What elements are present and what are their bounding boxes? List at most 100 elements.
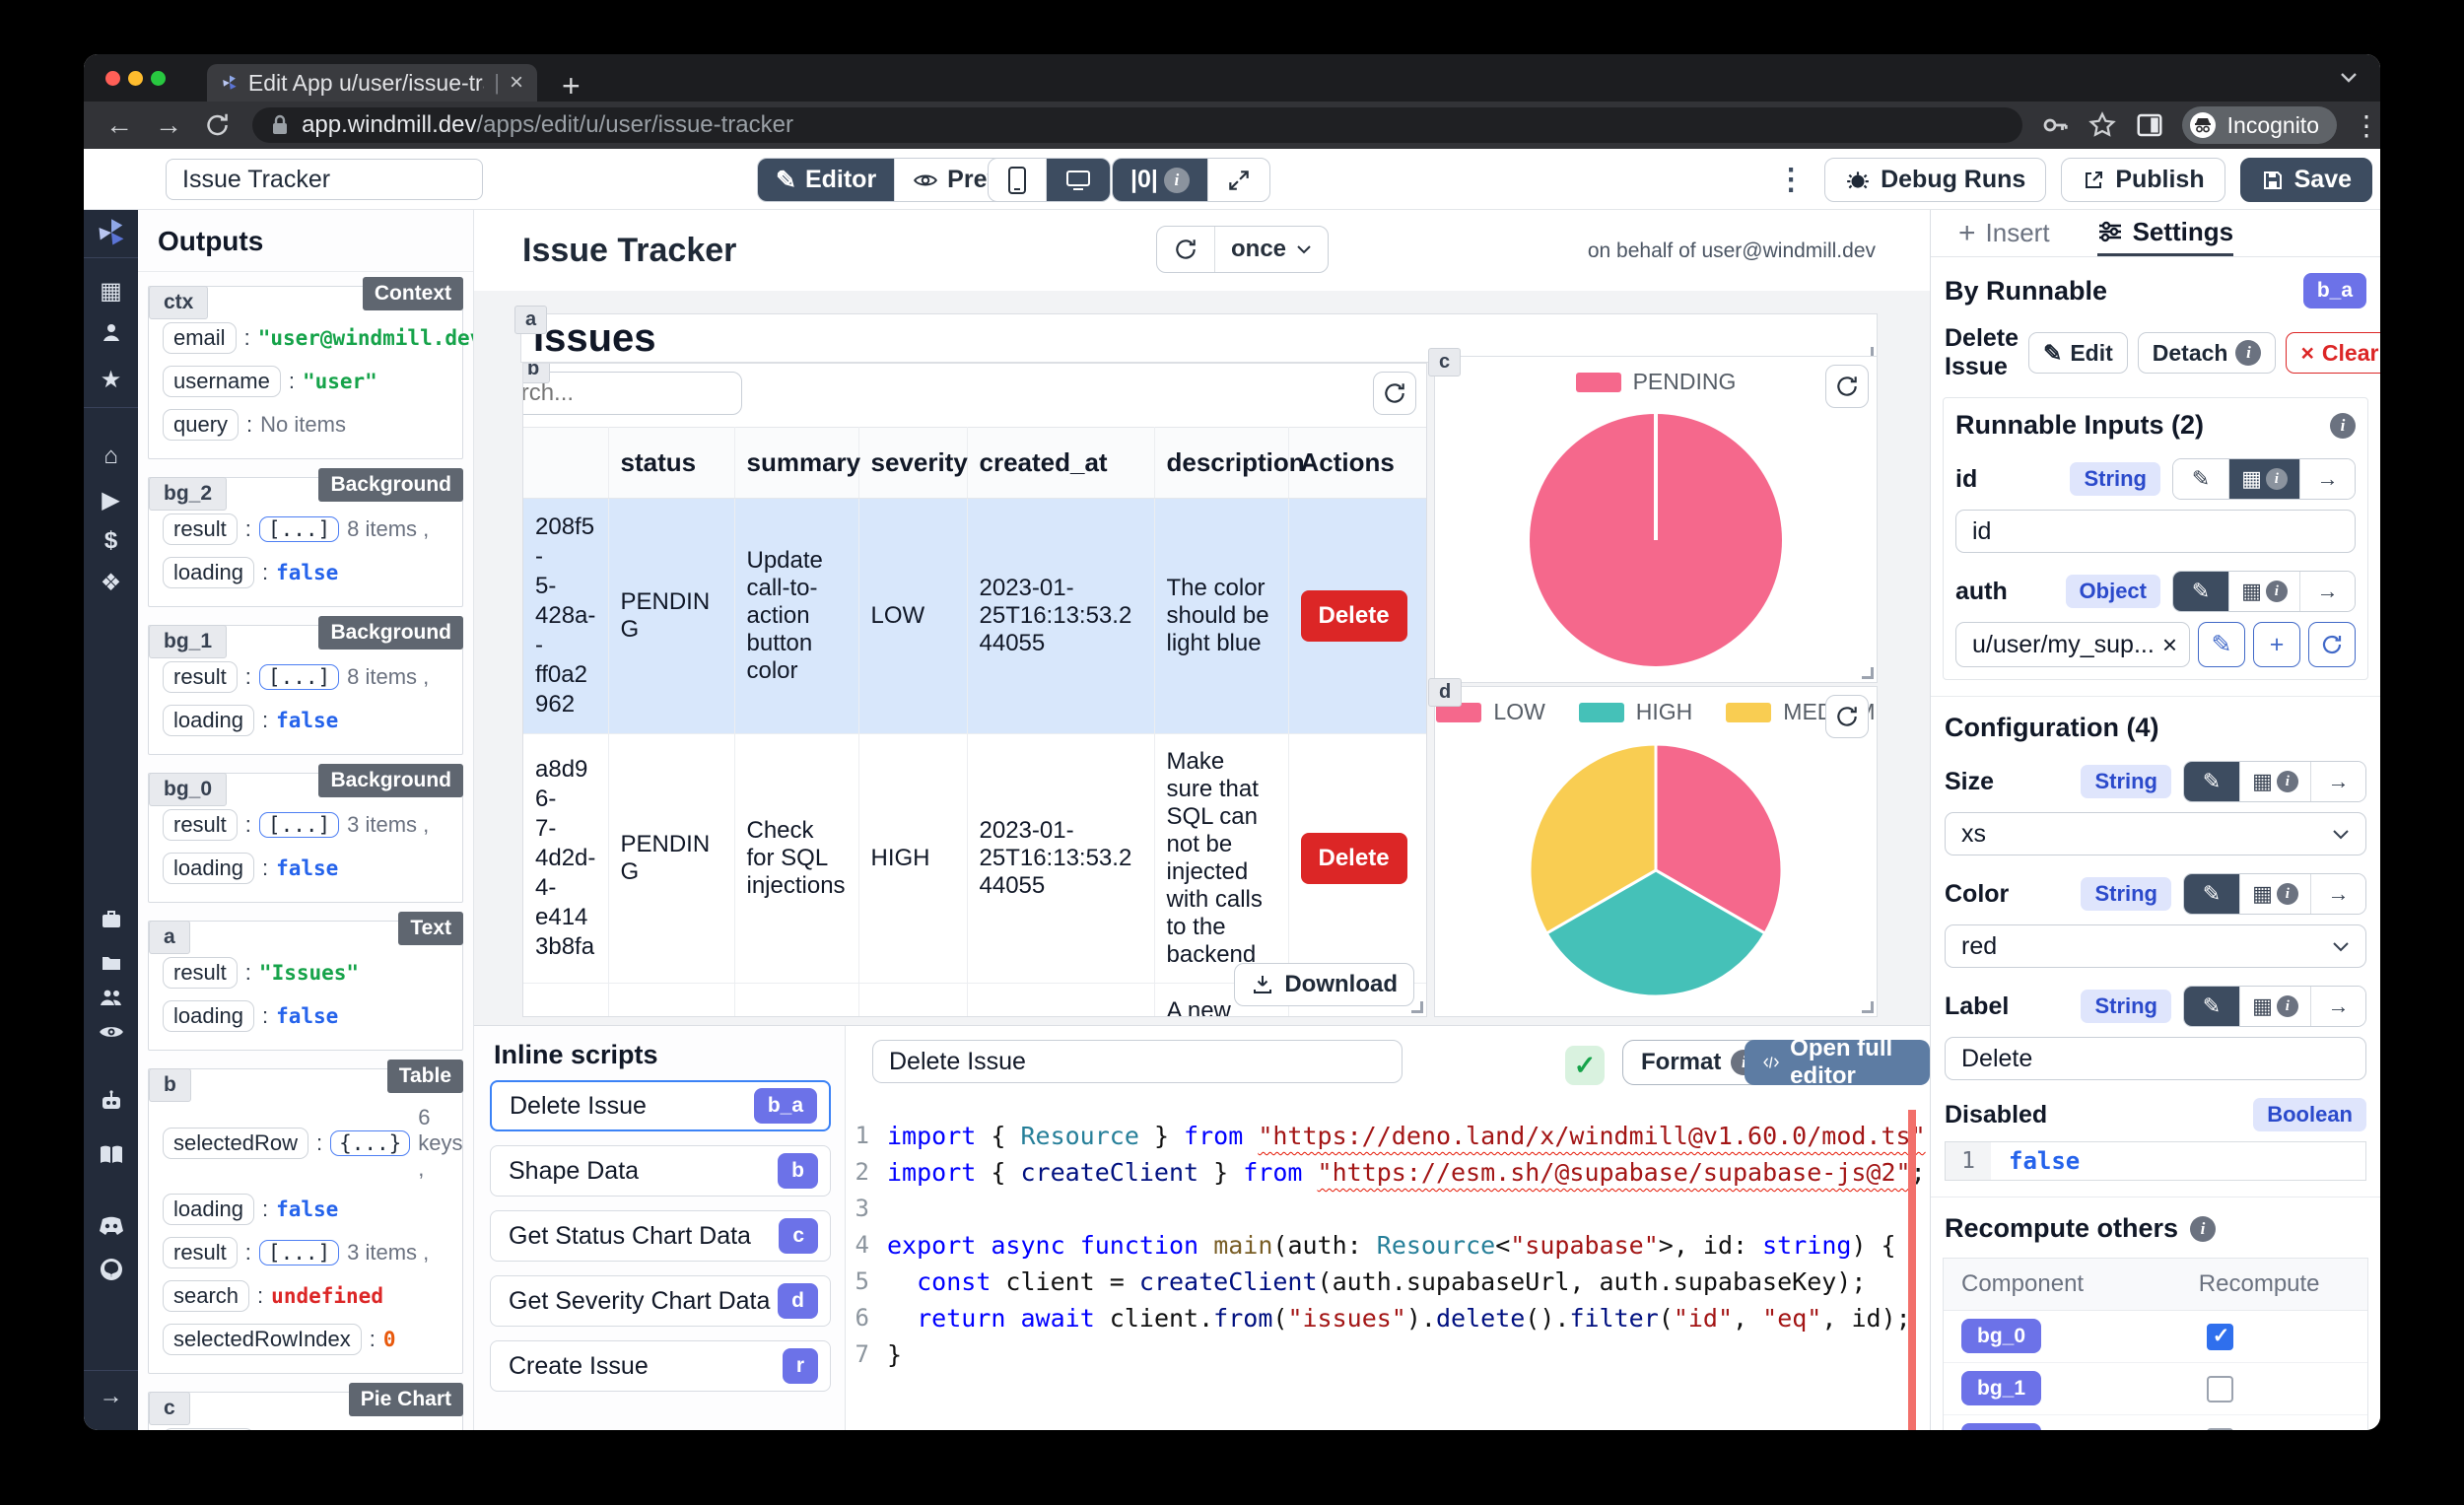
address-field[interactable]: app.windmill.dev/apps/edit/u/user/issue-… — [252, 107, 2022, 143]
inline-script-item[interactable]: Get Status Chart Data c — [490, 1210, 831, 1262]
recompute-checkbox[interactable] — [2206, 1375, 2233, 1402]
output-row[interactable]: selectedRow: {...} 6 keys , — [157, 1099, 463, 1188]
connect-mode-button[interactable]: ▦ i — [2239, 987, 2310, 1026]
output-key[interactable]: selectedRow — [163, 1128, 308, 1159]
output-key[interactable]: result — [163, 957, 238, 989]
window-minimize-button[interactable] — [128, 71, 143, 86]
collapsed-value-chip[interactable]: [...] — [258, 812, 340, 838]
id-value-input[interactable]: id — [1955, 510, 2356, 553]
chart-refresh-button[interactable] — [1825, 695, 1869, 738]
publish-button[interactable]: Publish — [2061, 158, 2225, 202]
edit-runnable-button[interactable]: ✎ Edit — [2028, 332, 2128, 374]
output-key[interactable]: loading — [163, 1428, 254, 1430]
browser-tab[interactable]: Edit App u/user/issue-tracker | × — [207, 64, 537, 102]
github-icon[interactable] — [84, 1257, 138, 1282]
label-value-input[interactable]: Delete — [1945, 1037, 2366, 1080]
auth-resource-input[interactable]: u/user/my_sup... × — [1955, 622, 2190, 667]
pie-chart-component-c[interactable]: c PENDING — [1428, 348, 1878, 683]
legend-item[interactable]: PENDING — [1575, 369, 1736, 395]
static-mode-button[interactable]: ✎ — [2184, 874, 2239, 914]
output-key[interactable]: username — [163, 366, 281, 397]
discord-icon[interactable] — [84, 1215, 138, 1237]
collapsed-value-chip[interactable]: [...] — [258, 1240, 340, 1266]
collapsed-value-chip[interactable]: [...] — [258, 516, 340, 542]
schedules-icon[interactable] — [84, 908, 138, 931]
audit-eye-icon[interactable] — [84, 1022, 138, 1042]
editor-mode-button[interactable]: ✎ Editor — [758, 159, 895, 201]
output-row[interactable]: loading:false — [157, 1422, 454, 1430]
output-row[interactable]: selectedRowIndex:0 — [157, 1318, 454, 1361]
variables-dollar-icon[interactable]: $ — [103, 527, 118, 554]
runs-play-icon[interactable]: ▶ — [102, 487, 120, 513]
refresh-interval-select[interactable]: once — [1214, 227, 1328, 272]
reload-icon[interactable] — [204, 111, 231, 139]
fullscreen-button[interactable] — [1206, 159, 1269, 201]
tab-insert[interactable]: + Insert — [1958, 216, 2050, 249]
window-close-button[interactable] — [105, 71, 120, 86]
window-zoom-button[interactable] — [151, 71, 166, 86]
output-key[interactable]: loading — [163, 853, 254, 884]
apps-icon[interactable]: ▦ — [100, 278, 122, 305]
output-key[interactable]: selectedRowIndex — [163, 1324, 362, 1355]
pie-chart-component-d[interactable]: d LOWHIGHMEDIUM — [1428, 678, 1878, 1017]
code-editor[interactable]: 1 import { Resource } from "https://deno.… — [846, 1110, 1930, 1430]
recompute-checkbox[interactable] — [2206, 1323, 2233, 1350]
clear-button[interactable]: × Clear — [2286, 332, 2380, 374]
output-row[interactable]: username: "user" — [157, 360, 454, 403]
tab-search-chevron-icon[interactable] — [2339, 70, 2359, 84]
output-key[interactable]: result — [163, 1237, 238, 1268]
home-icon[interactable]: ⌂ — [103, 443, 118, 469]
eval-mode-button[interactable]: → — [2310, 987, 2365, 1026]
desktop-view-button[interactable] — [1046, 159, 1110, 201]
chart-refresh-button[interactable] — [1825, 365, 1869, 408]
connect-mode-button[interactable]: ▦ i — [2239, 874, 2310, 914]
connect-mode-button[interactable]: ▦ i — [2228, 572, 2299, 611]
recompute-checkbox[interactable] — [2206, 1427, 2233, 1430]
static-mode-button[interactable]: ✎ — [2173, 572, 2228, 611]
output-key[interactable]: loading — [163, 1000, 254, 1032]
delete-row-button[interactable]: Delete — [1300, 590, 1407, 642]
save-button[interactable]: Save — [2239, 158, 2372, 202]
output-key[interactable]: loading — [163, 705, 254, 736]
panels-toggle-button[interactable]: |0| i — [1113, 159, 1207, 201]
output-key[interactable]: loading — [163, 557, 254, 588]
output-key[interactable]: email — [163, 322, 237, 354]
download-button[interactable]: Download — [1234, 963, 1414, 1006]
workers-robot-icon[interactable] — [84, 1089, 138, 1113]
output-row[interactable]: email: "user@windmill.dev" — [157, 316, 473, 360]
back-icon[interactable]: ← — [105, 109, 133, 140]
output-key[interactable]: result — [163, 513, 238, 545]
table-component-b[interactable]: b statussummaryseveritycreated_atdescrip… — [522, 363, 1427, 1017]
output-key[interactable]: result — [163, 809, 238, 841]
resources-blocks-icon[interactable]: ❖ — [100, 570, 122, 596]
inline-script-item[interactable]: Delete Issue b_a — [490, 1080, 831, 1131]
resize-handle[interactable] — [1411, 1001, 1423, 1013]
output-key[interactable]: loading — [163, 1194, 254, 1225]
size-select[interactable]: xs — [1945, 812, 2366, 855]
static-mode-button[interactable]: ✎ — [2184, 762, 2239, 801]
clear-resource-icon[interactable]: × — [2161, 629, 2177, 659]
table-row[interactable]: 208f5- 5-428a- - ff0a2962 PENDING Update call… — [523, 498, 1426, 734]
favorites-star-icon[interactable]: ★ — [100, 367, 122, 393]
eval-mode-button[interactable]: → — [2310, 874, 2365, 914]
folders-icon[interactable] — [84, 951, 138, 975]
output-row[interactable]: loading:false — [157, 551, 454, 594]
inline-script-item[interactable]: Shape Data b — [490, 1145, 831, 1197]
output-row[interactable]: result: [...] 8 items , — [157, 508, 454, 551]
inline-script-item[interactable]: Get Severity Chart Data d — [490, 1275, 831, 1327]
output-key[interactable]: query — [163, 409, 240, 441]
detach-button[interactable]: Detach i — [2137, 332, 2277, 374]
app-refresh-button[interactable] — [1157, 227, 1214, 272]
resize-handle[interactable] — [1862, 667, 1874, 679]
output-row[interactable]: loading:false — [157, 847, 454, 890]
eval-mode-button[interactable]: → — [2299, 459, 2355, 499]
groups-icon[interactable] — [84, 987, 138, 1008]
forward-icon[interactable]: → — [155, 109, 182, 140]
side-panel-icon[interactable] — [2135, 110, 2164, 140]
connect-mode-button[interactable]: ▦ i — [2239, 762, 2310, 801]
add-resource-button[interactable]: + — [2253, 622, 2300, 667]
connect-mode-button[interactable]: ▦ i — [2228, 459, 2299, 499]
disabled-expression-editor[interactable]: 1 false — [1945, 1141, 2366, 1181]
collapsed-value-chip[interactable]: {...} — [330, 1130, 411, 1156]
legend-item[interactable]: LOW — [1436, 699, 1545, 725]
